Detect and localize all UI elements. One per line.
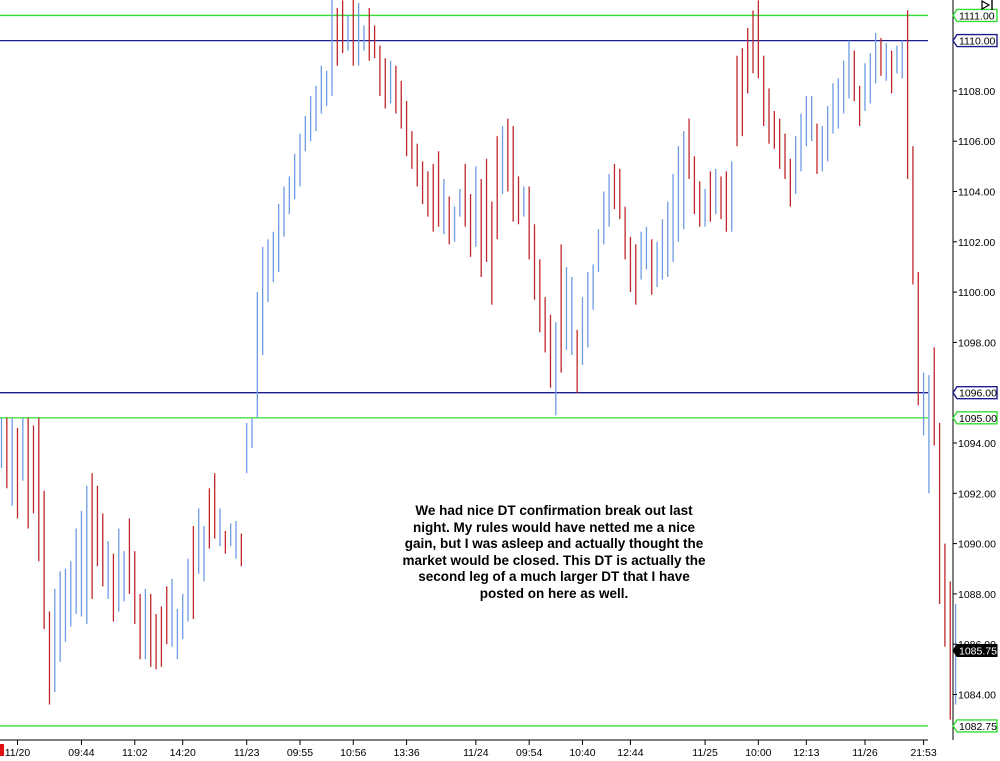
price-badge-label: 1111.00 [959,10,995,22]
price-badge-box [952,8,998,23]
x-tick-label: 10:56 [340,747,366,759]
annotation-line: posted on here as well. [479,585,629,601]
x-tick-label: 11:02 [122,747,148,759]
x-tick-label: 14:20 [170,747,196,759]
x-tick-label: 10:00 [745,747,771,759]
price-badge: 1082.75 [952,719,998,733]
x-tick-label: 09:54 [516,747,542,759]
x-tick-label: 12:13 [793,747,819,759]
y-tick-label: 1102.00 [958,237,995,249]
y-tick-label: 1106.00 [958,136,995,148]
y-tick-label: 1098.00 [958,337,996,349]
annotation-line: second leg of a much larger DT that I ha… [418,569,690,584]
x-tick-label: 11/24 [463,747,489,759]
price-badge-box [952,33,998,48]
x-tick-label: 10:40 [569,747,595,759]
y-tick-label: 1090.00 [958,539,996,551]
session-marker [0,744,4,756]
x-tick-label: 11/23 [234,747,260,759]
y-tick-label: 1084.00 [958,690,996,702]
y-tick-label: 1088.00 [958,589,996,601]
annotation-line: gain, but I was asleep and actually thou… [404,536,704,551]
x-tick-label: 09:55 [287,747,313,759]
x-tick-label: 13:36 [393,747,419,759]
annotation-text: We had nice DT confirmation break out la… [380,503,728,602]
price-badge-label: 1082.75 [959,721,997,733]
y-tick-label: 1104.00 [958,187,995,199]
y-tick-label: 1108.00 [958,86,995,98]
scroll-right-icon[interactable] [981,0,995,10]
x-tick-label: 12:44 [617,747,643,759]
x-tick-label: 11/26 [852,747,878,759]
x-tick-label: 11/25 [692,747,718,759]
annotation-line: We had nice DT confirmation break out la… [415,503,693,518]
y-tick-label: 1100.00 [958,287,995,299]
price-badge: 1096.00 [952,386,998,400]
x-tick-label: 11/20 [5,747,31,759]
x-tick-label: 09:44 [68,747,94,759]
price-badge: 1111.00 [952,8,998,23]
annotation-line: market would be closed. This DT is actua… [402,552,706,568]
price-badge-label: 1096.00 [959,388,997,400]
price-badge-box [952,411,998,425]
price-badge-box [952,719,998,733]
x-tick-label: 21:53 [910,747,936,759]
last-price-badge-box [952,643,998,657]
y-tick-label: 1094.00 [958,438,996,450]
last-price-badge-label: 1085.75 [959,645,997,657]
plot-area [0,14,928,727]
price-badge: 1095.00 [952,411,998,425]
last-price-badge: 1085.75 [952,643,998,657]
annotation-line: night. My rules would have netted me a n… [412,519,696,535]
price-badge: 1110.00 [952,33,998,48]
ohlc-bars [0,0,957,720]
price-badge-box [952,386,998,400]
price-badge-label: 1095.00 [959,413,997,425]
y-tick-label: 1092.00 [958,488,996,500]
price-badge-label: 1110.00 [959,36,996,48]
